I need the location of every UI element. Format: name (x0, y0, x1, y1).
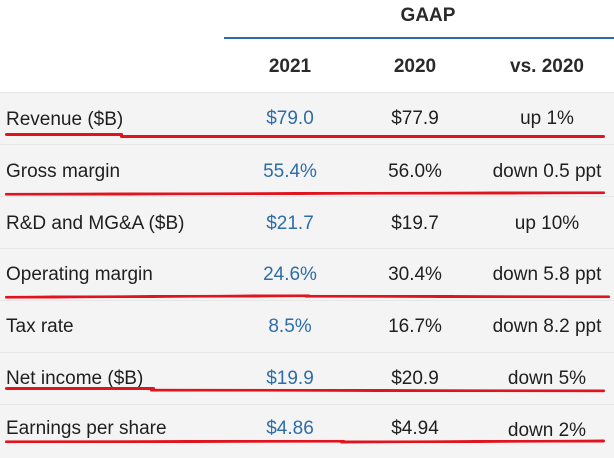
value-2021: 24.6% (263, 264, 317, 285)
column-header-change: vs. 2020 (510, 56, 584, 77)
value-2021: $19.9 (266, 368, 314, 389)
value-change: up 10% (514, 213, 580, 234)
column-header-2021: 2021 (268, 56, 312, 77)
value-2021: $21.7 (266, 213, 314, 234)
red-underline (5, 387, 155, 390)
red-underline (4, 439, 346, 444)
table-row (0, 300, 614, 352)
table-row (0, 248, 614, 300)
column-header-2020: 2020 (393, 56, 437, 77)
row-label: R&D and MG&A ($B) (6, 213, 185, 234)
row-label: Net income ($B) (6, 368, 144, 389)
row-label: Operating margin (6, 264, 153, 285)
red-underline (304, 294, 611, 299)
value-change: down 0.5 ppt (492, 161, 602, 182)
table-row (0, 352, 614, 404)
value-change: down 5% (507, 368, 587, 389)
value-2021: 8.5% (268, 316, 312, 337)
value-2021: $4.86 (266, 418, 314, 439)
value-change: down 8.2 ppt (492, 316, 602, 337)
gaap-group-header: GAAP (400, 5, 456, 26)
value-2020: $77.9 (391, 108, 439, 129)
value-change: up 1% (520, 108, 574, 129)
row-label: Gross margin (6, 161, 121, 182)
value-2021: 55.4% (263, 161, 317, 182)
value-2021: $79.0 (266, 108, 314, 129)
row-label: Tax rate (6, 316, 74, 337)
value-change: down 2% (507, 420, 587, 441)
value-2020: $20.9 (391, 368, 439, 389)
row-label: Earnings per share (6, 418, 167, 439)
value-2020: 16.7% (388, 316, 442, 337)
value-2020: $4.94 (391, 418, 439, 439)
value-2020: 30.4% (388, 264, 442, 285)
table-row (0, 404, 614, 458)
value-change: down 5.8 ppt (492, 264, 602, 285)
header-divider (224, 37, 614, 39)
table-row (0, 196, 614, 248)
row-label: Revenue ($B) (6, 109, 124, 130)
red-underline (5, 133, 123, 136)
value-2020: 56.0% (388, 161, 442, 182)
table-row (0, 144, 614, 196)
value-2020: $19.7 (391, 213, 439, 234)
red-underline (120, 135, 605, 138)
